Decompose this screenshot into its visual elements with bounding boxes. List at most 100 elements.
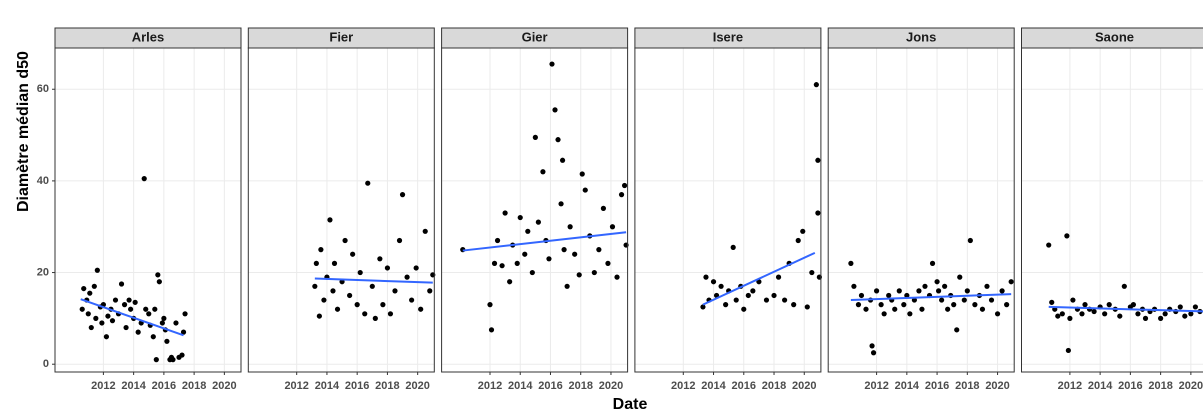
point [555,137,561,143]
point [123,324,129,331]
x-tick-label: 2018 [762,380,786,392]
x-tick-label: 2012 [284,380,308,392]
point [795,237,801,244]
point [815,210,821,216]
y-tick-label: 40 [37,175,49,187]
point [745,292,751,299]
strip-label: Gier [522,29,548,44]
point [1091,308,1097,315]
point [365,180,371,186]
point [710,279,717,285]
x-tick-label: 2014 [701,380,726,392]
point [904,292,910,299]
point [109,318,116,324]
x-tick-label: 2014 [315,380,340,392]
point [979,306,986,312]
point [942,283,948,289]
trend-line [314,277,433,284]
point [939,297,945,303]
point [85,311,91,317]
point [159,320,165,326]
point [87,290,93,296]
point [517,214,523,221]
x-tick-label: 2014 [508,380,533,392]
panel [441,48,628,372]
x-tick-label: 2018 [182,380,206,392]
point [1142,315,1149,321]
point [156,279,162,285]
trend-line [1048,305,1203,313]
strip-label: Jons [906,29,936,44]
point [79,306,85,312]
point [1192,304,1199,310]
point [1121,283,1127,289]
point [957,274,963,280]
point [121,302,128,308]
point [1049,299,1055,305]
point [896,288,902,294]
point [180,329,187,335]
point [168,354,175,360]
x-tick-label: 2016 [538,380,562,392]
panel-border [827,47,1015,373]
point [750,288,756,294]
point [135,329,141,335]
point [572,251,578,257]
point [730,244,736,250]
point [813,82,819,88]
point [372,315,378,321]
point [522,251,528,257]
point [132,299,138,305]
point [525,228,531,234]
point [999,288,1005,294]
x-tick-label: 2012 [864,380,888,392]
point [494,237,501,244]
panel-border [247,47,435,373]
point [919,306,925,312]
point [763,297,770,303]
point [88,324,94,331]
point [1082,302,1088,308]
point [1059,311,1065,317]
point [529,269,535,276]
point [1106,302,1112,308]
point [153,357,159,363]
point [901,302,907,308]
point [858,292,865,299]
point [878,302,884,308]
x-tick-label: 2012 [671,380,695,392]
point [863,306,869,312]
point [313,260,319,266]
point [775,274,782,280]
trend-line [80,298,184,337]
panel [828,48,1015,372]
x-tick-label: 2018 [955,380,979,392]
trend-line [850,293,1012,302]
point [954,327,960,333]
panel-border [54,47,242,373]
point [935,288,942,294]
point [1064,233,1070,239]
point [487,302,493,308]
x-tick-label: 2020 [792,380,816,392]
point [988,297,995,303]
strip-label: Fier [329,29,353,44]
x-tick-label: 2020 [212,380,236,392]
y-axis-title: Diamètre médian d50 [15,51,32,212]
panel [1021,48,1203,372]
point [330,288,336,294]
point [994,311,1001,317]
point [815,157,821,163]
panel-border [634,47,822,373]
point [155,272,161,278]
point [146,311,152,317]
point [380,302,386,308]
panel-border [1021,47,1203,373]
point [907,311,913,317]
point [491,260,498,266]
point [609,224,616,230]
point [387,311,394,317]
x-tick-label: 2020 [985,380,1009,392]
point [502,210,508,216]
point [1158,315,1164,321]
